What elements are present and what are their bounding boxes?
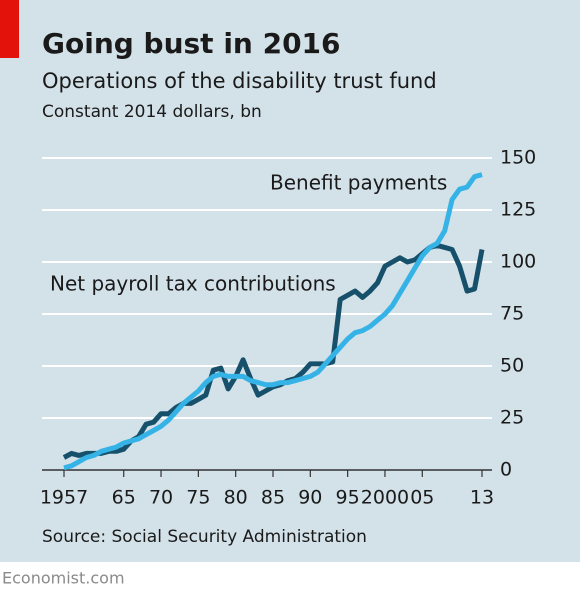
chart-title: Going bust in 2016 bbox=[42, 27, 341, 60]
red-tag bbox=[0, 0, 19, 58]
x-tick-label: 65 bbox=[112, 487, 136, 509]
x-tick-label: 75 bbox=[186, 487, 210, 509]
y-tick-label: 50 bbox=[500, 355, 524, 377]
x-tick-label: 1957 bbox=[40, 487, 88, 509]
x-tick-label: 13 bbox=[470, 487, 494, 509]
footer-strip bbox=[0, 562, 580, 598]
x-tick-label: 80 bbox=[224, 487, 248, 509]
series-label: Net payroll tax contributions bbox=[50, 272, 336, 296]
y-tick-label: 100 bbox=[500, 251, 536, 273]
unit-label: Constant 2014 dollars, bn bbox=[42, 102, 262, 122]
x-tick-label: 70 bbox=[149, 487, 173, 509]
y-tick-label: 125 bbox=[500, 199, 536, 221]
x-tick-label: 85 bbox=[261, 487, 285, 509]
y-tick-label: 150 bbox=[500, 147, 536, 169]
x-tick-label: 90 bbox=[298, 487, 322, 509]
source: Source: Social Security Administration bbox=[42, 527, 367, 547]
x-tick-label: 95 bbox=[336, 487, 360, 509]
x-tick-label: 2000 bbox=[361, 487, 409, 509]
y-tick-label: 25 bbox=[500, 407, 524, 429]
background bbox=[0, 0, 580, 562]
footer: Economist.com bbox=[2, 569, 125, 588]
series-label: Benefit payments bbox=[270, 171, 447, 195]
subtitle: Operations of the disability trust fund bbox=[42, 69, 437, 93]
x-tick-label: 05 bbox=[410, 487, 434, 509]
y-tick-label: 0 bbox=[500, 459, 512, 481]
y-tick-label: 75 bbox=[500, 303, 524, 325]
series-line bbox=[63, 172, 483, 471]
